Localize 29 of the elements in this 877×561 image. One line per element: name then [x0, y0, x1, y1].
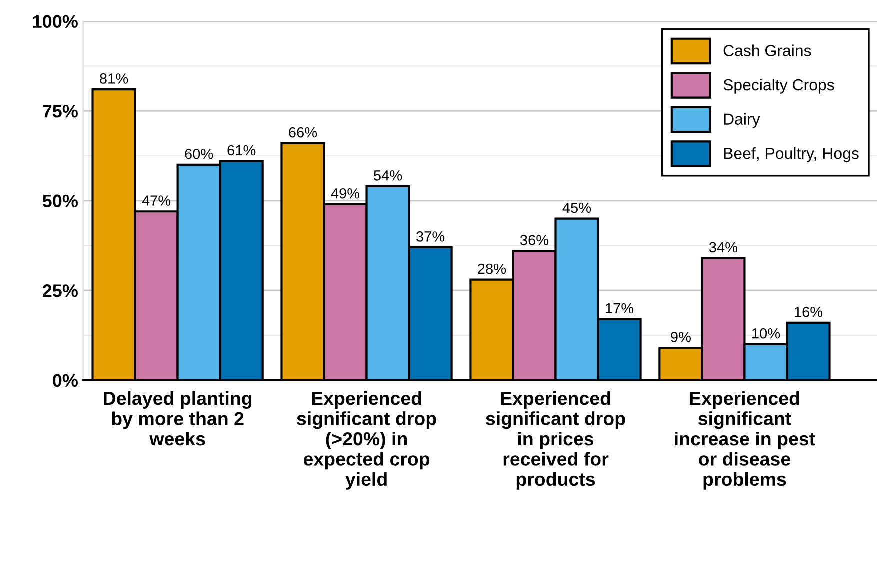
data-label: 47% [142, 196, 171, 206]
legend-label: Cash Grains [724, 44, 812, 56]
y-tick-label: 50% [42, 194, 78, 208]
legend-label: Beef, Poultry, Hogs [724, 148, 859, 162]
data-label: 10% [752, 328, 780, 339]
x-tick-label: Delayed planting by more than 2 weeks [104, 391, 252, 446]
data-label: 9% [671, 332, 691, 342]
data-label: 60% [185, 148, 214, 160]
data-label: 49% [331, 188, 360, 199]
data-label: 45% [562, 202, 592, 214]
x-tick-label: Experienced significant increase in pest or disease problems [675, 391, 816, 490]
data-label: 54% [374, 170, 402, 181]
data-label: 61% [228, 145, 256, 156]
data-label: 66% [289, 127, 318, 138]
y-tick-label: 25% [42, 284, 78, 298]
data-label: 28% [478, 264, 506, 274]
y-tick-label: 75% [43, 105, 78, 118]
x-tick-label: Experienced significant drop (>20%) in expected crop yield [297, 391, 436, 490]
data-label: 81% [100, 74, 128, 84]
legend-label: Dairy [724, 113, 760, 128]
data-label: 17% [606, 303, 634, 314]
y-tick-label: 0% [53, 374, 78, 388]
x-tick-label: Experienced significant drop in prices received for products [486, 391, 626, 490]
data-label: 16% [795, 306, 823, 318]
data-label: 37% [416, 232, 445, 242]
y-tick-label: 100% [33, 15, 78, 28]
legend-label: Specialty Crops [724, 78, 834, 94]
data-label: 34% [709, 242, 738, 253]
data-label: 36% [520, 235, 549, 246]
